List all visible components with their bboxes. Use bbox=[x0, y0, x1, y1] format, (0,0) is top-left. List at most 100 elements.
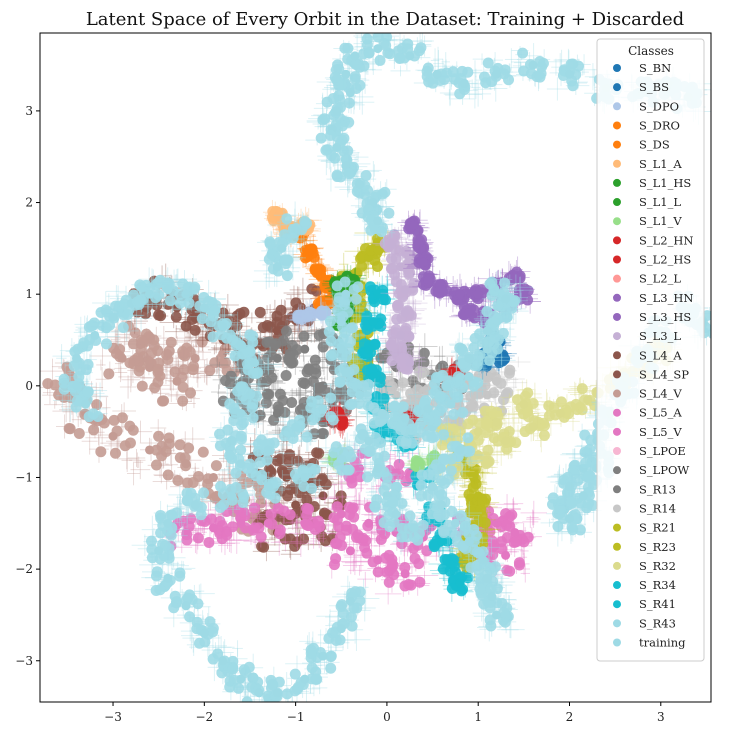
data-point bbox=[260, 397, 272, 409]
data-point bbox=[254, 306, 266, 318]
data-point bbox=[373, 289, 383, 299]
data-point bbox=[275, 304, 287, 316]
data-point bbox=[369, 296, 381, 308]
data-point bbox=[387, 559, 399, 571]
data-point bbox=[390, 276, 402, 288]
data-point bbox=[214, 515, 226, 527]
data-point bbox=[73, 428, 85, 440]
data-point bbox=[210, 460, 222, 472]
data-point bbox=[375, 320, 387, 332]
data-point bbox=[492, 435, 504, 447]
data-point bbox=[103, 368, 115, 380]
data-point bbox=[249, 502, 261, 514]
data-point bbox=[467, 481, 479, 493]
data-point bbox=[482, 390, 492, 400]
data-point bbox=[300, 518, 310, 528]
data-point bbox=[313, 329, 325, 341]
data-point bbox=[152, 376, 164, 388]
data-point bbox=[428, 541, 440, 553]
data-point bbox=[383, 576, 395, 588]
data-point bbox=[472, 434, 484, 446]
data-point bbox=[372, 566, 384, 578]
data-point bbox=[510, 536, 522, 548]
data-point bbox=[502, 387, 514, 399]
data-point bbox=[345, 546, 355, 556]
data-point bbox=[462, 572, 474, 584]
data-point bbox=[576, 383, 588, 395]
data-point bbox=[181, 459, 191, 469]
data-point bbox=[181, 534, 193, 546]
data-point bbox=[504, 565, 516, 577]
data-point bbox=[150, 444, 162, 456]
data-point bbox=[467, 414, 479, 426]
data-point bbox=[124, 437, 136, 449]
data-point bbox=[473, 427, 483, 437]
data-point bbox=[135, 344, 147, 356]
data-point bbox=[317, 341, 329, 353]
data-point bbox=[555, 408, 565, 418]
data-point bbox=[467, 401, 479, 413]
data-point bbox=[416, 367, 428, 379]
data-point bbox=[309, 354, 321, 366]
data-point bbox=[64, 423, 76, 435]
data-point bbox=[261, 388, 273, 400]
data-point bbox=[519, 426, 531, 438]
data-point bbox=[316, 428, 328, 440]
data-point bbox=[189, 324, 201, 336]
data-point bbox=[280, 369, 292, 381]
data-point bbox=[279, 314, 291, 326]
data-point bbox=[361, 324, 373, 336]
data-point bbox=[148, 334, 160, 346]
data-point bbox=[150, 459, 162, 471]
data-point bbox=[364, 344, 374, 354]
data-point bbox=[446, 582, 458, 594]
data-point bbox=[116, 412, 128, 424]
data-point bbox=[253, 522, 265, 534]
data-point bbox=[473, 491, 483, 501]
data-point bbox=[316, 474, 328, 486]
data-point bbox=[153, 309, 165, 321]
data-point bbox=[184, 387, 196, 399]
data-point bbox=[108, 431, 118, 441]
data-point bbox=[386, 262, 398, 274]
data-point bbox=[291, 500, 301, 510]
data-point bbox=[454, 426, 466, 438]
data-point bbox=[170, 311, 182, 323]
data-point bbox=[152, 345, 164, 357]
data-point bbox=[298, 533, 310, 545]
data-point bbox=[274, 388, 286, 400]
data-point bbox=[109, 447, 121, 459]
data-point bbox=[465, 506, 477, 518]
data-point bbox=[399, 580, 411, 592]
data-point bbox=[361, 547, 373, 559]
data-point bbox=[437, 537, 447, 547]
data-point bbox=[318, 491, 328, 501]
data-point bbox=[187, 364, 199, 376]
data-point bbox=[172, 376, 182, 386]
data-point bbox=[473, 450, 483, 460]
data-point bbox=[375, 533, 387, 545]
data-point bbox=[400, 569, 410, 579]
data-point bbox=[491, 417, 501, 427]
data-point bbox=[473, 514, 483, 524]
data-point bbox=[135, 334, 147, 346]
data-point bbox=[386, 239, 396, 249]
data-point bbox=[255, 531, 267, 543]
data-point bbox=[310, 367, 322, 379]
data-point bbox=[265, 466, 277, 478]
data-point bbox=[288, 482, 300, 494]
data-point bbox=[488, 540, 500, 552]
data-point bbox=[437, 360, 449, 372]
data-point bbox=[297, 377, 309, 389]
data-point bbox=[528, 422, 538, 432]
data-point bbox=[377, 427, 387, 437]
data-point bbox=[491, 376, 501, 386]
data-point bbox=[316, 530, 328, 542]
data-point bbox=[133, 365, 145, 377]
data-point bbox=[177, 346, 189, 358]
data-point bbox=[570, 398, 582, 410]
data-point bbox=[364, 518, 374, 528]
data-point bbox=[501, 519, 513, 531]
data-point bbox=[391, 390, 401, 400]
data-point bbox=[270, 338, 282, 350]
